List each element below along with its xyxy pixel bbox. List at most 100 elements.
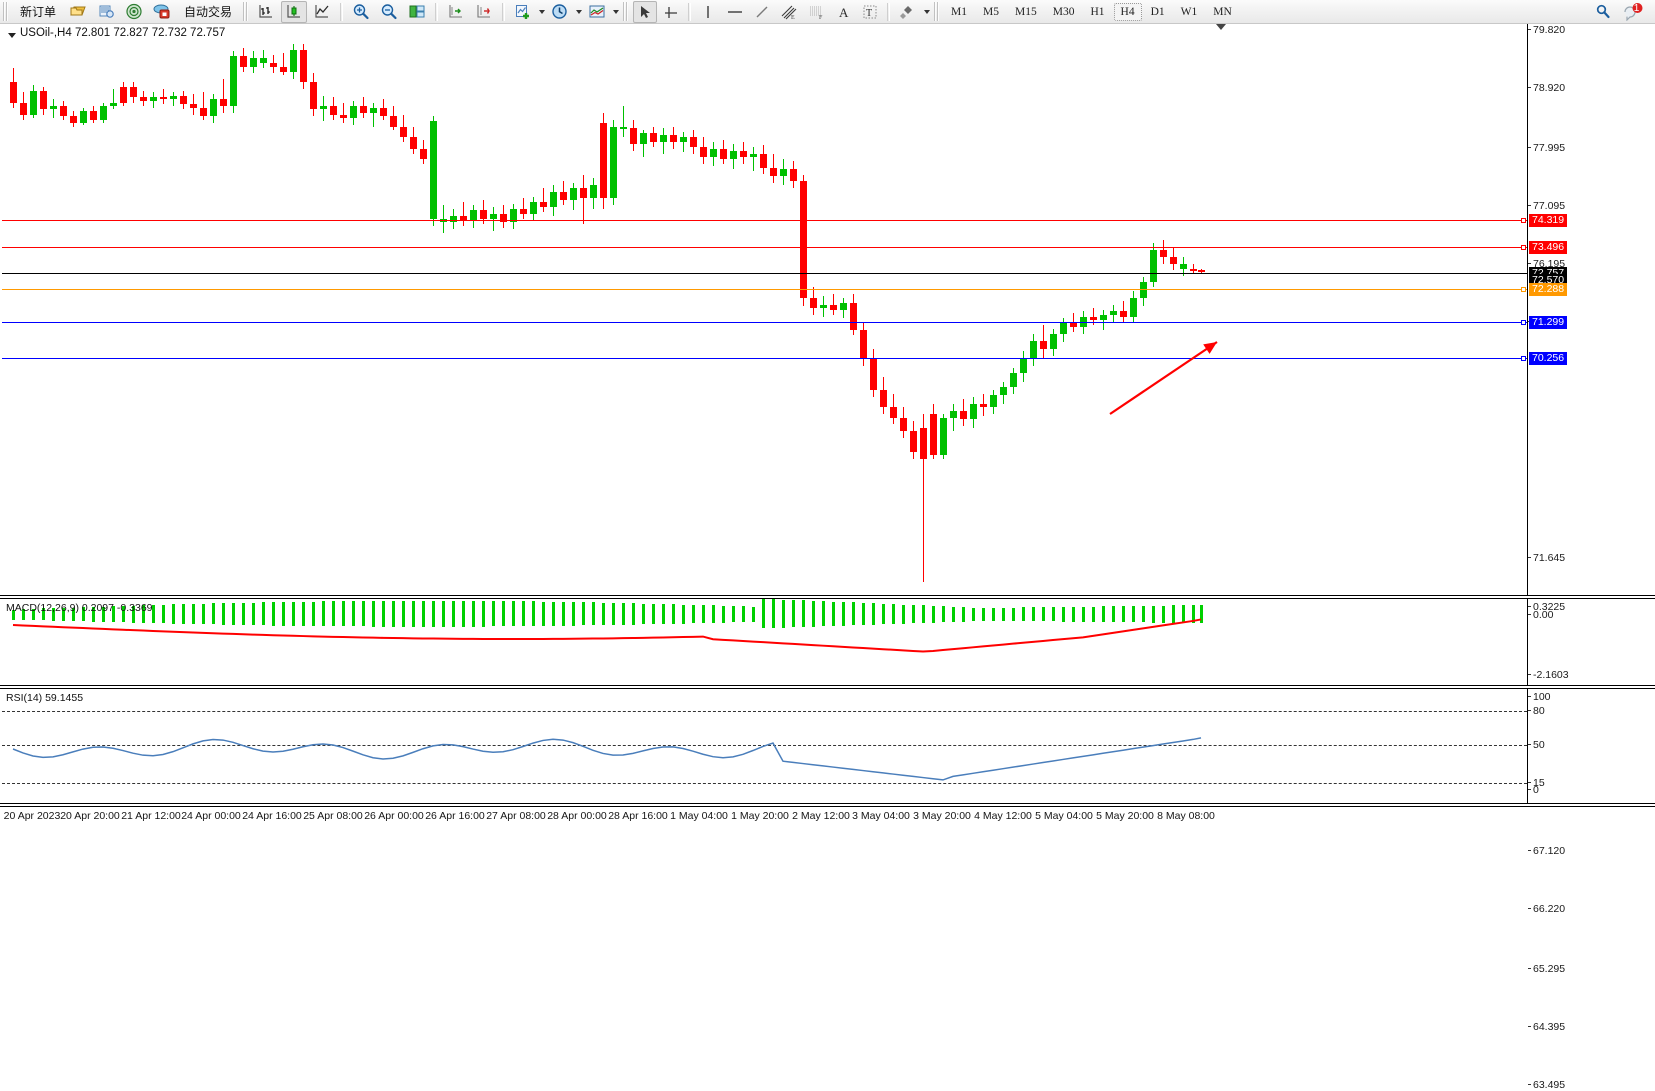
- macd-scale: 0.3225 0.00 -2.1603: [1527, 599, 1655, 685]
- toolbar-grip-4[interactable]: [934, 2, 941, 21]
- macd-histogram-bar: [372, 600, 375, 627]
- toolbar-separator-1: [340, 2, 344, 21]
- timeframe-m5[interactable]: M5: [983, 5, 999, 18]
- support-line[interactable]: [2, 322, 1527, 323]
- macd-axis-line: [1527, 599, 1528, 685]
- period-dropdown-caret-icon[interactable]: [576, 9, 583, 14]
- macd-plot-area[interactable]: [2, 599, 1527, 685]
- price-pane[interactable]: USOil-,H4 72.801 72.827 72.732 72.757 79…: [0, 24, 1655, 1090]
- level-handle[interactable]: [1521, 245, 1526, 250]
- candle-body: [570, 188, 577, 201]
- bullish-trend-arrow[interactable]: [2, 24, 1527, 595]
- auto-scroll-icon[interactable]: [471, 1, 497, 23]
- price-level-label[interactable]: 71.299: [1529, 316, 1568, 329]
- zoom-in-icon[interactable]: [348, 1, 374, 23]
- timeframe-d1[interactable]: D1: [1150, 5, 1165, 18]
- autotrade-icon[interactable]: [149, 1, 175, 23]
- chart-menu-caret-icon[interactable]: [8, 33, 16, 38]
- timeframe-w1[interactable]: W1: [1180, 5, 1198, 18]
- candlestick-chart-icon[interactable]: [281, 0, 308, 23]
- candle-wick: [223, 78, 224, 113]
- bar-chart-icon[interactable]: [253, 1, 279, 23]
- search-icon[interactable]: [1590, 1, 1616, 23]
- shapes-dropdown-caret-icon[interactable]: [924, 9, 931, 14]
- timeframe-group: M1 M5 M15 M30 H1 H4 D1 W1 MN: [943, 2, 1240, 21]
- level-handle[interactable]: [1521, 287, 1526, 292]
- price-scale[interactable]: 79.82078.92077.99577.09576.19575.29571.6…: [1527, 24, 1655, 1090]
- vertical-line-icon[interactable]: [696, 1, 720, 23]
- support-line[interactable]: [2, 358, 1527, 359]
- timeframe-mn[interactable]: MN: [1213, 5, 1232, 18]
- crosshair-icon[interactable]: [659, 1, 683, 23]
- toolbar-grip-2[interactable]: [243, 2, 250, 21]
- rsi-plot-area[interactable]: [2, 689, 1527, 803]
- bid-price-line[interactable]: [2, 273, 1527, 274]
- cursor-icon[interactable]: [633, 0, 658, 23]
- chart-shift-icon[interactable]: [443, 1, 469, 23]
- macd-histogram-bar: [692, 604, 695, 624]
- indicators-dropdown-caret-icon[interactable]: [539, 9, 546, 14]
- zoom-out-icon[interactable]: [376, 1, 402, 23]
- price-level-label[interactable]: 73.496: [1529, 241, 1568, 254]
- pending-order-line[interactable]: [2, 289, 1527, 290]
- timeframe-h4[interactable]: H4: [1113, 2, 1142, 21]
- chart-window[interactable]: USOil-,H4 72.801 72.827 72.732 72.757 79…: [0, 24, 1655, 1090]
- candle-body: [790, 169, 797, 182]
- horizontal-line-icon[interactable]: [722, 1, 748, 23]
- candle-body: [1180, 263, 1187, 269]
- folder-icon[interactable]: [65, 1, 91, 23]
- autotrade-button[interactable]: 自动交易: [177, 1, 239, 23]
- candle-body: [590, 184, 597, 199]
- shapes-icon[interactable]: [895, 1, 921, 23]
- candle-body: [130, 87, 137, 98]
- line-chart-icon[interactable]: [309, 1, 335, 23]
- fibonacci-icon[interactable]: F: [804, 1, 830, 23]
- text-icon[interactable]: A: [832, 1, 856, 23]
- candle-body: [770, 167, 777, 177]
- macd-histogram-bar: [752, 606, 755, 622]
- macd-pane[interactable]: MACD(12,26,9) 0.2097 -0.3369 0.3225 0.00 -…: [0, 598, 1655, 686]
- toolbar-grip-3[interactable]: [623, 2, 630, 21]
- alerts-icon[interactable]: 1: [1618, 1, 1648, 23]
- timeframe-m15[interactable]: M15: [1015, 5, 1037, 18]
- tile-windows-icon[interactable]: [404, 1, 430, 23]
- templates-dropdown-caret-icon[interactable]: [613, 9, 620, 14]
- price-tick: 77.995: [1527, 142, 1566, 154]
- level-handle[interactable]: [1521, 320, 1526, 325]
- price-level-label[interactable]: 70.256: [1529, 352, 1568, 365]
- macd-histogram-bar: [1052, 607, 1055, 622]
- metaquotes-id-icon[interactable]: [121, 1, 147, 23]
- time-scale[interactable]: 20 Apr 2023 20 Apr 20:00 21 Apr 12:00 24 Ap…: [0, 806, 1655, 828]
- indicators-add-icon[interactable]: [510, 1, 536, 23]
- print-preview-icon[interactable]: [93, 1, 119, 23]
- macd-histogram-bar: [602, 602, 605, 626]
- timeframe-h1[interactable]: H1: [1090, 5, 1105, 18]
- rsi-pane[interactable]: RSI(14) 59.1455 100 80 50 15 0: [0, 688, 1655, 804]
- price-level-label[interactable]: 72.288: [1529, 283, 1568, 296]
- macd-histogram-bar: [1022, 607, 1025, 622]
- candle-wick: [543, 188, 544, 213]
- candle-body: [840, 302, 847, 310]
- new-order-button[interactable]: 新订单: [13, 1, 63, 23]
- trend-line-icon[interactable]: [750, 1, 774, 23]
- text-label-icon[interactable]: T: [858, 1, 882, 23]
- resistance-line[interactable]: [2, 220, 1527, 221]
- price-plot-area[interactable]: [2, 24, 1527, 595]
- level-handle[interactable]: [1521, 218, 1526, 223]
- candle-body: [50, 106, 57, 110]
- candle-body: [170, 95, 177, 100]
- macd-signal-line: [12, 618, 1202, 653]
- macd-histogram-bar: [442, 600, 445, 627]
- timeframe-m30[interactable]: M30: [1052, 5, 1075, 18]
- level-handle[interactable]: [1521, 356, 1526, 361]
- period-clock-icon[interactable]: [547, 1, 573, 23]
- price-level-label[interactable]: 74.319: [1529, 214, 1568, 227]
- templates-icon[interactable]: [584, 1, 610, 23]
- toolbar-grip[interactable]: [3, 2, 9, 21]
- resistance-line[interactable]: [2, 247, 1527, 248]
- candle-body: [990, 395, 997, 408]
- candle-body: [670, 135, 677, 142]
- macd-histogram-bar: [1002, 607, 1005, 621]
- timeframe-m1[interactable]: M1: [951, 5, 968, 18]
- equidistant-channel-icon[interactable]: E: [776, 1, 802, 23]
